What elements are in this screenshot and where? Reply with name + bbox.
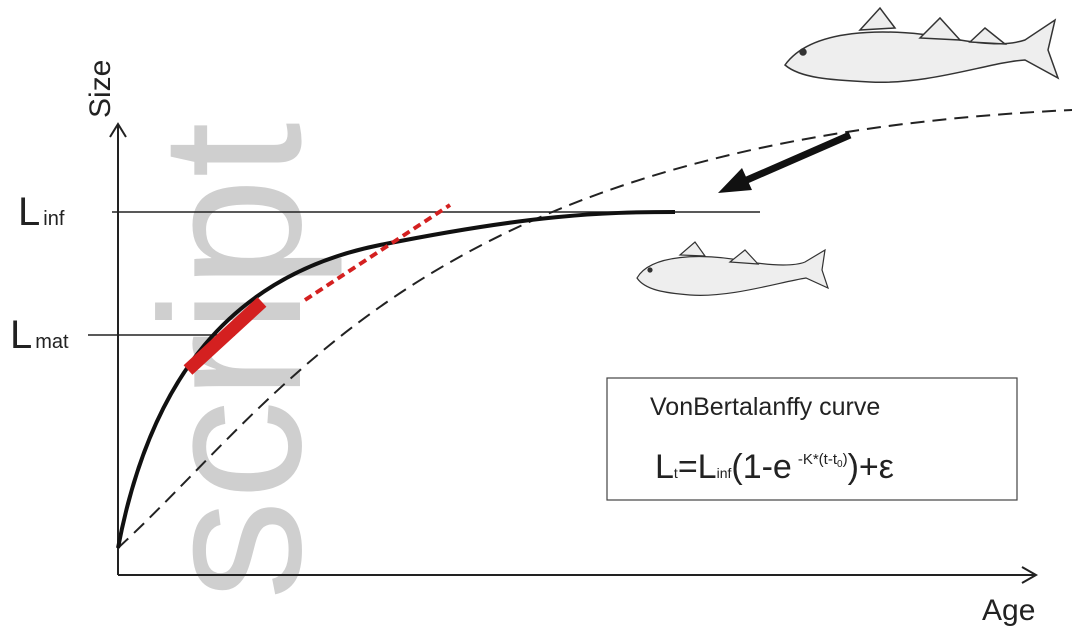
formula-part: =L bbox=[678, 448, 717, 486]
formula-part: inf bbox=[717, 465, 732, 481]
box-title: VonBertalanffy curve bbox=[650, 393, 880, 421]
l-mat-sub: mat bbox=[35, 331, 69, 353]
y-axis-label: Size bbox=[84, 60, 117, 118]
arrow-head bbox=[718, 168, 752, 193]
formula-part: )+ε bbox=[848, 448, 894, 486]
arrow-shaft bbox=[740, 135, 850, 183]
l-mat-main: L bbox=[10, 313, 32, 357]
formula: Lt=Linf(1-e-K*(t-t0))+ε bbox=[655, 448, 894, 486]
diagram: script Size Age Linf Lmat VonBertalanffy… bbox=[0, 0, 1072, 635]
formula-part: (1-e bbox=[731, 448, 791, 486]
l-inf-sub: inf bbox=[43, 208, 65, 230]
x-axis-label: Age bbox=[982, 594, 1035, 627]
l-inf-main: L bbox=[18, 190, 40, 234]
fish-large bbox=[785, 8, 1058, 82]
formula-part: -K*(t-t bbox=[798, 451, 838, 468]
formula-part: L bbox=[655, 448, 674, 486]
fish-small bbox=[637, 242, 828, 295]
